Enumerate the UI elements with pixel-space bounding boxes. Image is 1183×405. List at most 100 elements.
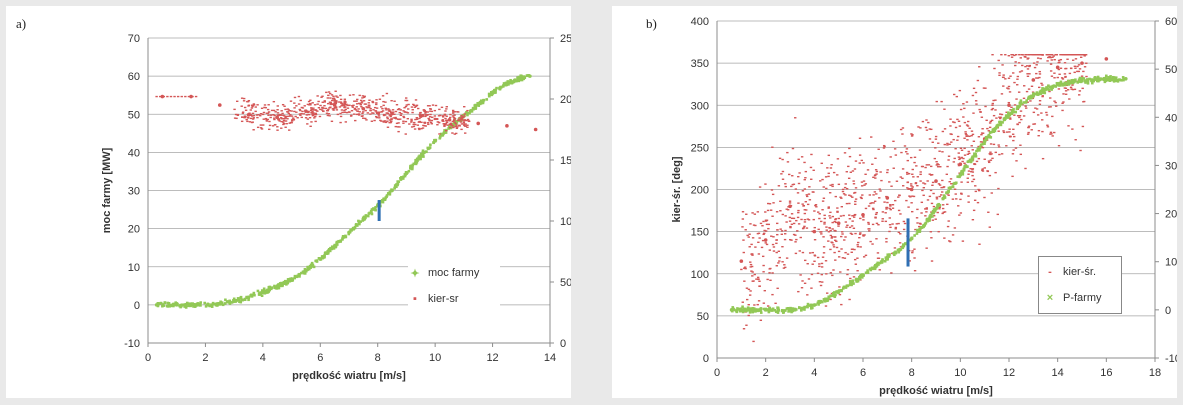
data-point xyxy=(937,142,940,144)
data-point xyxy=(1005,111,1008,113)
data-point xyxy=(1009,75,1012,77)
data-point xyxy=(241,111,245,113)
data-point xyxy=(451,132,454,134)
data-point xyxy=(432,141,435,144)
data-point xyxy=(790,239,793,241)
data-point xyxy=(818,299,822,303)
data-point xyxy=(1008,91,1012,93)
data-point xyxy=(1010,56,1014,58)
data-point xyxy=(341,238,344,241)
data-point xyxy=(1067,83,1071,86)
data-point xyxy=(751,254,754,256)
data-point xyxy=(1014,110,1018,114)
data-point xyxy=(345,111,349,114)
data-point xyxy=(173,95,176,98)
data-point xyxy=(947,220,950,222)
data-point xyxy=(249,109,253,111)
data-point xyxy=(966,125,970,127)
data-point xyxy=(845,187,849,190)
data-point xyxy=(1046,60,1049,62)
data-point xyxy=(797,202,800,204)
data-point xyxy=(817,228,820,231)
data-point xyxy=(389,114,392,117)
data-point xyxy=(885,195,888,198)
data-point xyxy=(753,310,757,313)
data-point xyxy=(288,115,291,117)
data-point xyxy=(823,214,826,217)
data-point xyxy=(320,96,323,98)
data-point xyxy=(241,112,245,114)
data-point xyxy=(801,251,805,254)
data-point xyxy=(907,172,911,175)
data-point xyxy=(262,111,266,114)
data-point xyxy=(1005,145,1008,147)
data-point xyxy=(892,167,895,169)
data-point xyxy=(161,304,164,308)
data-point xyxy=(741,211,745,213)
x-tick-label: 14 xyxy=(1052,367,1064,379)
data-point xyxy=(807,219,811,221)
data-point xyxy=(854,187,858,189)
data-point xyxy=(269,286,272,290)
data-point xyxy=(1069,86,1073,89)
data-point xyxy=(871,163,874,165)
data-point xyxy=(814,204,817,207)
data-point xyxy=(248,112,251,114)
data-point xyxy=(777,250,781,252)
data-point xyxy=(796,192,800,194)
data-point xyxy=(399,114,403,117)
data-point xyxy=(957,205,960,207)
data-point xyxy=(1064,75,1067,78)
data-point xyxy=(937,204,940,207)
data-point xyxy=(787,310,790,313)
x-axis-label: prędkość wiatru [m/s] xyxy=(879,385,993,397)
data-point xyxy=(386,192,390,196)
data-point xyxy=(424,125,427,127)
data-point xyxy=(238,300,241,304)
data-point xyxy=(460,118,463,120)
data-point xyxy=(989,143,993,145)
data-point xyxy=(284,120,288,122)
data-point xyxy=(932,211,935,215)
data-point xyxy=(918,225,921,228)
data-point xyxy=(781,178,785,180)
data-point xyxy=(943,211,947,213)
data-point xyxy=(265,118,268,121)
data-point xyxy=(869,202,872,205)
data-point xyxy=(335,95,338,97)
data-point xyxy=(892,140,895,143)
data-point xyxy=(837,225,840,227)
data-point xyxy=(321,107,324,109)
data-point xyxy=(1009,109,1012,111)
data-point xyxy=(828,226,831,229)
data-point xyxy=(834,221,838,224)
data-point xyxy=(895,223,899,225)
data-point xyxy=(762,271,765,273)
data-point xyxy=(994,126,998,130)
data-point xyxy=(331,99,334,102)
data-point xyxy=(317,107,321,109)
data-point xyxy=(1091,81,1094,85)
data-point xyxy=(463,119,467,122)
data-point xyxy=(753,273,756,276)
data-point xyxy=(186,302,190,306)
data-point xyxy=(364,109,367,112)
data-point xyxy=(844,194,847,196)
data-point xyxy=(768,308,772,312)
data-point xyxy=(919,225,923,229)
data-point xyxy=(347,104,350,107)
data-point xyxy=(418,114,421,116)
data-point xyxy=(842,214,845,217)
data-point xyxy=(441,115,445,117)
data-point xyxy=(1008,128,1011,130)
data-point xyxy=(928,128,932,130)
data-point xyxy=(306,110,310,113)
data-point xyxy=(907,206,910,208)
data-point xyxy=(304,269,308,273)
data-point xyxy=(377,111,381,114)
series-1 xyxy=(155,90,538,135)
data-point xyxy=(818,213,821,215)
data-point xyxy=(776,306,780,310)
data-point xyxy=(499,85,502,89)
data-point xyxy=(846,284,850,287)
